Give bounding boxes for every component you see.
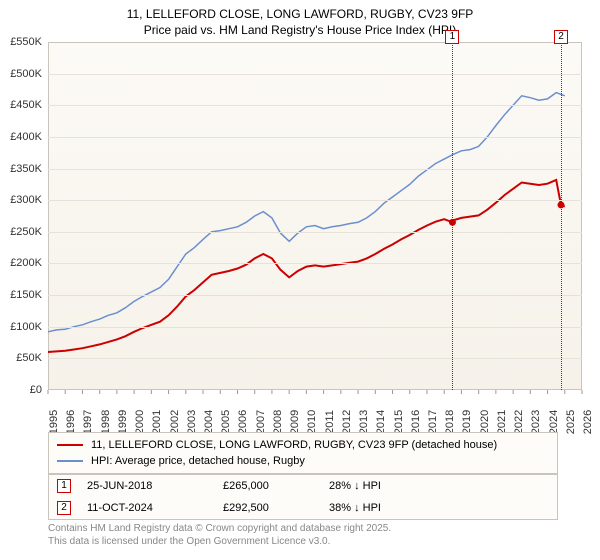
gridline [48,169,582,170]
footer-line2: This data is licensed under the Open Gov… [48,535,558,548]
y-tick-label: £400K [2,131,42,143]
footer-line1: Contains HM Land Registry data © Crown c… [48,522,558,535]
marker-box: 1 [445,30,459,44]
x-tick-label: 2002 [169,410,181,434]
y-tick-label: £500K [2,68,42,80]
y-tick-label: £450K [2,99,42,111]
x-tick-label: 2021 [496,410,508,434]
x-tick-label: 2010 [306,410,318,434]
x-tick-label: 2007 [255,410,267,434]
sale-date: 25-JUN-2018 [87,480,207,492]
x-tick-label: 2001 [151,410,163,434]
sales-table: 1 25-JUN-2018 £265,000 28% ↓ HPI 2 11-OC… [48,474,558,520]
sale-delta: 38% ↓ HPI [329,502,449,514]
legend-label: HPI: Average price, detached house, Rugb… [91,455,305,467]
sale-delta: 28% ↓ HPI [329,480,449,492]
footer-attribution: Contains HM Land Registry data © Crown c… [48,522,558,548]
legend-swatch [57,444,83,446]
x-tick-label: 1997 [82,410,94,434]
x-tick-label: 2014 [375,410,387,434]
chart-svg [0,38,600,430]
x-tick-label: 2005 [220,410,232,434]
x-tick-label: 2022 [513,410,525,434]
title-line1: 11, LELLEFORD CLOSE, LONG LAWFORD, RUGBY… [0,6,600,22]
x-tick-label: 2012 [341,410,353,434]
legend: 11, LELLEFORD CLOSE, LONG LAWFORD, RUGBY… [48,432,558,474]
gridline [48,105,582,106]
gridline [48,137,582,138]
x-tick-label: 2018 [444,410,456,434]
y-tick-label: £300K [2,194,42,206]
x-tick-label: 2011 [324,410,336,434]
sale-price: £265,000 [223,480,313,492]
x-tick-label: 2009 [289,410,301,434]
x-tick-label: 2003 [186,410,198,434]
table-row: 2 11-OCT-2024 £292,500 38% ↓ HPI [49,497,557,519]
chart-title: 11, LELLEFORD CLOSE, LONG LAWFORD, RUGBY… [0,0,600,38]
y-tick-label: £0 [2,384,42,396]
x-tick-label: 2020 [479,410,491,434]
y-tick-label: £200K [2,257,42,269]
y-tick-label: £250K [2,226,42,238]
x-tick-label: 2017 [427,410,439,434]
x-tick-label: 2013 [358,410,370,434]
chart-container: £0 £50K £100K £150K £200K £250K £300K £350K £400… [0,38,600,430]
x-tick-label: 2019 [461,410,473,434]
sale-date: 11-OCT-2024 [87,502,207,514]
x-tick-label: 2004 [203,410,215,434]
x-tick-label: 2026 [582,410,594,434]
y-tick-label: £350K [2,163,42,175]
legend-row: HPI: Average price, detached house, Rugb… [57,453,549,469]
marker-line [561,42,562,390]
x-tick-label: 2000 [134,410,146,434]
sale-marker-icon: 2 [57,501,71,515]
sale-price: £292,500 [223,502,313,514]
marker-box: 2 [554,30,568,44]
y-tick-label: £550K [2,36,42,48]
x-tick-label: 1999 [117,410,129,434]
legend-row: 11, LELLEFORD CLOSE, LONG LAWFORD, RUGBY… [57,437,549,453]
gridline [48,358,582,359]
marker-line [452,42,453,390]
x-tick-label: 2015 [393,410,405,434]
x-tick-label: 2016 [410,410,422,434]
x-tick-label: 2023 [530,410,542,434]
sale-marker-icon: 1 [57,479,71,493]
x-tick-label: 1996 [65,410,77,434]
x-tick-label: 2008 [272,410,284,434]
x-tick-label: 1995 [48,410,60,434]
gridline [48,200,582,201]
y-tick-label: £100K [2,321,42,333]
x-tick-label: 1998 [100,410,112,434]
gridline [48,263,582,264]
gridline [48,232,582,233]
y-tick-label: £50K [2,352,42,364]
title-line2: Price paid vs. HM Land Registry's House … [0,22,600,38]
gridline [48,295,582,296]
gridline [48,74,582,75]
gridline [48,327,582,328]
x-tick-label: 2006 [237,410,249,434]
legend-label: 11, LELLEFORD CLOSE, LONG LAWFORD, RUGBY… [91,439,497,451]
x-tick-label: 2024 [548,410,560,434]
x-tick-label: 2025 [565,410,577,434]
y-tick-label: £150K [2,289,42,301]
table-row: 1 25-JUN-2018 £265,000 28% ↓ HPI [49,475,557,497]
legend-swatch [57,460,83,462]
